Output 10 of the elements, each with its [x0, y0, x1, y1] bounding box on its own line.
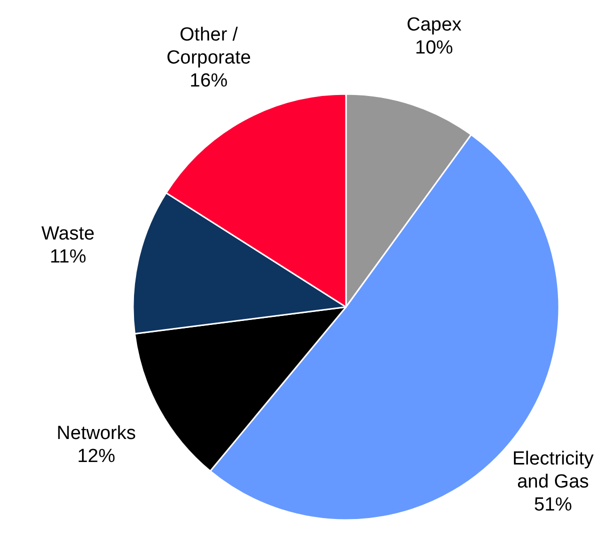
slice-label: Other / Corporate	[166, 24, 251, 68]
slice-label: Capex	[406, 14, 462, 35]
data-label: 11%	[50, 246, 86, 267]
slice-label: Electricity and Gas	[512, 448, 594, 492]
slice-label: Waste	[41, 222, 95, 244]
slice-label: Networks	[56, 422, 136, 444]
data-label: 16%	[190, 70, 228, 91]
data-label: 12%	[77, 445, 116, 466]
data-label: 10%	[415, 36, 454, 58]
data-label: 51%	[534, 494, 572, 516]
